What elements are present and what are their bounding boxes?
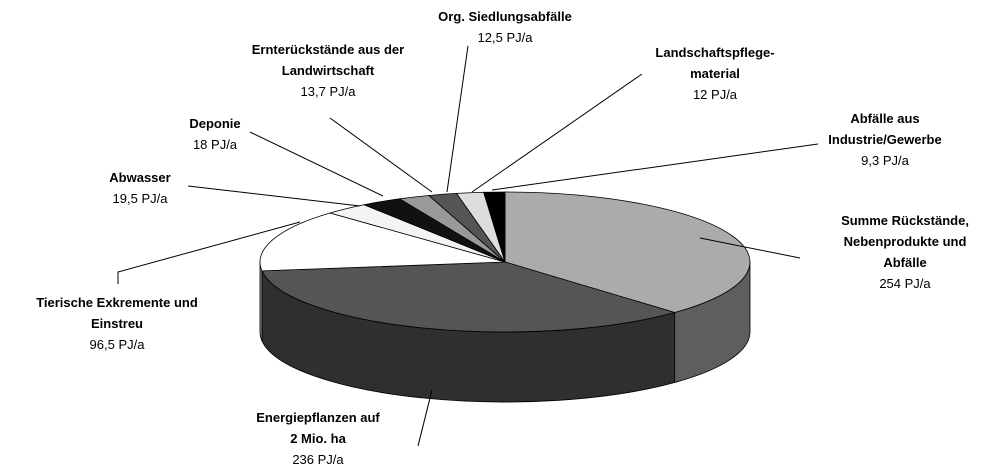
pie-slice	[261, 261, 677, 333]
value-label: 96,5 PJ/a	[90, 337, 146, 352]
value-label: 236 PJ/a	[292, 452, 344, 467]
label-line: Abfälle aus	[850, 111, 919, 126]
value-label: 18 PJ/a	[193, 137, 238, 152]
pie-slice	[483, 191, 506, 263]
label-line: Tierische Exkremente und	[36, 295, 198, 310]
slice-label: Org. Siedlungsabfälle	[438, 9, 572, 24]
label-line: Ernterückstände aus der	[252, 42, 404, 57]
pie-sides	[259, 261, 751, 403]
slice-label: Landschaftspflege-material	[655, 45, 774, 81]
pie-tops	[259, 191, 751, 333]
value-label: 12 PJ/a	[693, 87, 738, 102]
slice-label: Energiepflanzen auf 2 Mio. ha	[256, 410, 380, 446]
label-line: Energiepflanzen auf	[256, 410, 380, 425]
value-label: 19,5 PJ/a	[113, 191, 169, 206]
label-line: Industrie/Gewerbe	[828, 132, 941, 147]
leader-line	[249, 131, 384, 197]
label-line: Nebenprodukte und	[844, 234, 967, 249]
leader-line	[187, 185, 361, 207]
pie-slice	[259, 212, 506, 272]
label-line: Summe Rückstände,	[841, 213, 969, 228]
leader-line	[471, 73, 643, 193]
value-label: 13,7 PJ/a	[301, 84, 357, 99]
slice-label: Ernterückstände aus der Landwirtschaft	[252, 42, 404, 78]
label-line: Landwirtschaft	[282, 63, 375, 78]
leader-line	[491, 143, 819, 191]
leader-line	[446, 45, 469, 193]
slice-label: Summe Rückstände, Nebenprodukte und Abfäll…	[841, 213, 969, 270]
pie-slice	[504, 191, 751, 313]
leader-line	[329, 117, 433, 193]
value-label: 9,3 PJ/a	[861, 153, 909, 168]
label-line: Org. Siedlungsabfälle	[438, 9, 572, 24]
pie-side	[259, 261, 263, 342]
slice-label: Deponie	[189, 116, 240, 131]
label-line: Landschaftspflege-	[655, 45, 774, 60]
label-line: Abfälle	[883, 255, 926, 270]
label-line: Abwasser	[109, 170, 170, 185]
slice-label: Abwasser	[109, 170, 170, 185]
slice-label: Tierische Exkremente und Einstreu	[36, 295, 198, 331]
label-line: 2 Mio. ha	[290, 431, 346, 446]
label-line: material	[690, 66, 740, 81]
leader-line	[699, 237, 801, 259]
value-label: 12,5 PJ/a	[478, 30, 534, 45]
label-line: Deponie	[189, 116, 240, 131]
label-line: Einstreu	[91, 316, 143, 331]
slice-label: Abfälle aus Industrie/Gewerbe	[828, 111, 941, 147]
leader-line	[417, 389, 433, 447]
value-label: 254 PJ/a	[879, 276, 931, 291]
leader-line	[117, 221, 301, 284]
